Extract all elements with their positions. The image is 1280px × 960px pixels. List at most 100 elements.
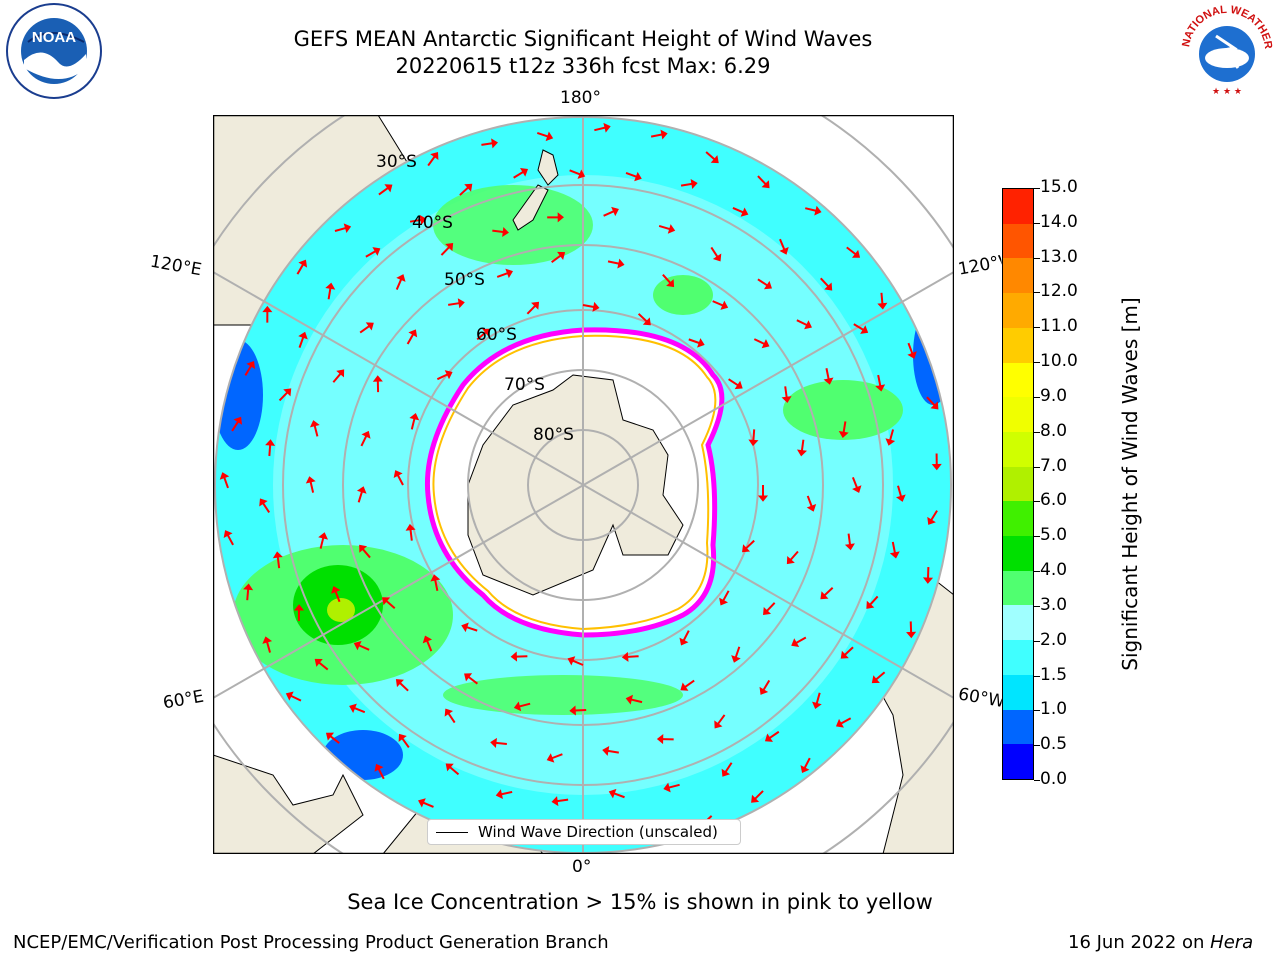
wind-wave-arrowhead xyxy=(382,597,391,606)
wind-wave-arrow xyxy=(526,305,536,315)
wind-wave-arrowhead xyxy=(931,463,942,471)
wind-wave-arrowhead xyxy=(844,543,855,551)
wind-wave-arrowhead xyxy=(336,369,345,378)
wind-wave-arrowhead xyxy=(318,532,329,540)
wind-wave-arrow xyxy=(426,640,433,652)
wind-wave-arrowhead xyxy=(804,320,812,330)
wind-wave-arrowhead xyxy=(860,325,869,334)
wind-wave-arrowhead xyxy=(430,574,441,582)
wind-wave-arrowhead xyxy=(806,503,817,512)
wind-wave-arrow xyxy=(712,300,724,307)
wind-wave-arrow xyxy=(410,418,416,430)
wind-wave-arrowhead xyxy=(666,279,675,288)
colorbar-tick-label: 3.0 xyxy=(1040,594,1068,615)
colorbar-tick-mark xyxy=(1034,362,1040,364)
wind-wave-arrow xyxy=(447,712,456,724)
wind-wave-arrow xyxy=(754,790,764,800)
wind-wave-arrow xyxy=(926,396,936,406)
wind-wave-arrowhead xyxy=(786,556,795,565)
wind-wave-arrow xyxy=(705,151,716,161)
wind-wave-arrowhead xyxy=(520,167,529,177)
wind-wave-arrowhead xyxy=(384,184,393,193)
wind-wave-arrow xyxy=(789,550,799,561)
lat-label-30s: 30°S xyxy=(376,152,417,172)
colorbar-tick-mark xyxy=(1034,431,1040,433)
lon-label-0: 0° xyxy=(572,857,592,877)
wind-wave-arrow xyxy=(680,182,693,187)
wind-wave-arrow xyxy=(569,169,581,176)
wind-wave-arrow xyxy=(575,708,587,712)
wind-wave-arrowhead xyxy=(930,401,939,410)
wind-wave-arrowhead xyxy=(418,798,426,808)
wind-wave-arrowhead xyxy=(365,322,374,331)
wind-wave-arrow xyxy=(851,476,858,488)
wind-wave-arrow xyxy=(779,238,786,250)
noaa-logo-text: NOAA xyxy=(32,29,76,46)
wind-wave-arrow xyxy=(869,595,879,606)
wind-wave-arrowhead xyxy=(505,268,513,279)
wind-wave-arrow xyxy=(613,792,625,799)
wind-wave-arrow xyxy=(276,557,281,569)
wind-wave-arrowhead xyxy=(697,338,705,348)
wind-wave-arrow xyxy=(427,156,436,167)
colorbar-segment xyxy=(1003,223,1033,259)
wind-wave-arrowhead xyxy=(495,789,503,800)
wind-wave-arrowhead xyxy=(491,138,499,149)
colorbar-tick-mark xyxy=(1034,780,1040,781)
wind-wave-arrowhead xyxy=(293,604,305,611)
wind-wave-arrow xyxy=(551,753,563,760)
wind-wave-arrow xyxy=(468,676,479,685)
wind-wave-arrow xyxy=(795,636,807,644)
wind-wave-arrow xyxy=(880,292,884,304)
colorbar-tick-mark xyxy=(1034,292,1040,294)
wind-wave-arrowhead xyxy=(719,597,729,606)
wind-wave-arrowhead xyxy=(877,302,888,310)
wind-wave-arrow xyxy=(354,707,366,714)
wind-wave-arrow xyxy=(409,529,413,541)
wind-wave-arrowhead xyxy=(663,782,671,793)
colorbar-segment xyxy=(1003,327,1033,363)
wind-wave-arrow xyxy=(728,378,739,387)
footer-host: Hera xyxy=(1210,932,1254,953)
wind-wave-arrowhead xyxy=(851,249,861,258)
colorbar-tick-label: 11.0 xyxy=(1040,316,1078,337)
wind-wave-arrow xyxy=(842,421,847,433)
wind-wave-arrow xyxy=(840,717,852,725)
wind-wave-arrowhead xyxy=(779,246,789,255)
wind-wave-arrow xyxy=(476,331,487,341)
wind-wave-arrow xyxy=(496,272,508,278)
wind-wave-arrowhead xyxy=(751,794,760,803)
wind-wave-arrowhead xyxy=(405,523,416,531)
wind-wave-arrowhead xyxy=(305,476,316,484)
nws-logo: NATIONAL WEATHER SERVICE ★ ★ ★ xyxy=(1176,2,1274,97)
wind-wave-arrowhead xyxy=(871,675,880,684)
colorbar-segment xyxy=(1003,570,1033,606)
wind-wave-arrowhead xyxy=(634,171,642,182)
wind-wave-arrowhead xyxy=(331,586,341,594)
colorbar-segment xyxy=(1003,501,1033,537)
wind-wave-arrowhead xyxy=(875,384,886,392)
wind-wave-arrow xyxy=(334,227,346,232)
colorbar-tick-label: 4.0 xyxy=(1040,560,1068,581)
lat-label-80s: 80°S xyxy=(533,425,574,445)
wind-wave-arrowhead xyxy=(457,298,465,309)
colorbar-tick-mark xyxy=(1034,710,1040,712)
wind-wave-arrow xyxy=(757,278,768,287)
colorbar-segment xyxy=(1003,397,1033,432)
wind-wave-arrowhead xyxy=(740,207,749,217)
wind-wave-arrowhead xyxy=(557,251,566,260)
lon-label-60e: 60°E xyxy=(161,686,206,714)
colorbar-tick-label: 1.0 xyxy=(1040,699,1068,720)
wind-wave-arrowhead xyxy=(714,720,723,729)
lat-label-40s: 40°S xyxy=(412,213,453,233)
wind-wave-arrowhead xyxy=(265,439,276,446)
map-legend: Wind Wave Direction (unscaled) xyxy=(427,819,741,845)
wind-wave-arrowhead xyxy=(262,636,273,644)
wind-wave-arrowhead xyxy=(761,180,770,189)
wind-wave-arrowhead xyxy=(409,413,420,421)
wind-wave-arrowhead xyxy=(374,763,384,772)
colorbar-tick-label: 13.0 xyxy=(1040,246,1078,267)
wind-wave-arrow xyxy=(422,801,434,808)
footer-date-text: 16 Jun 2022 on xyxy=(1068,932,1211,953)
wind-wave-arrowhead xyxy=(353,640,362,651)
